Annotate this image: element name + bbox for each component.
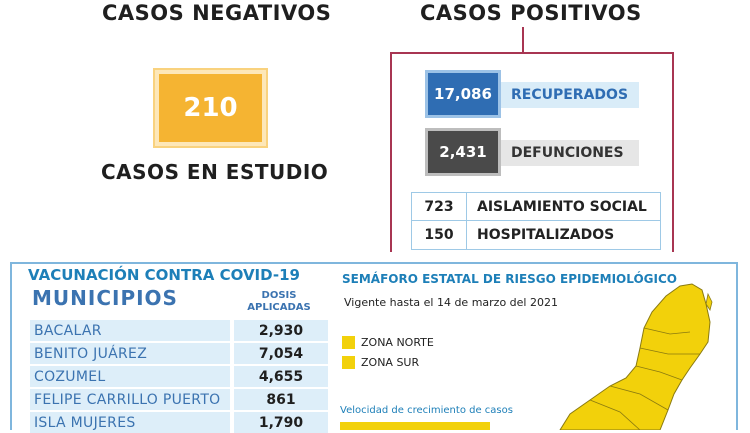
legend-label: ZONA SUR bbox=[361, 356, 420, 369]
semaforo-map bbox=[559, 283, 713, 430]
table-row: ISLA MUJERES 1,790 bbox=[30, 412, 330, 433]
velocidad-bar bbox=[340, 422, 490, 430]
positivos-panel bbox=[390, 52, 674, 252]
municipio-name: FELIPE CARRILLO PUERTO bbox=[30, 389, 230, 410]
municipios-header: MUNICIPIOS bbox=[32, 286, 178, 310]
map-municipal-borders bbox=[589, 327, 700, 430]
semaforo-title: SEMÁFORO ESTATAL DE RIESGO EPIDEMIOLÓGIC… bbox=[342, 272, 677, 286]
legend-label: ZONA NORTE bbox=[361, 336, 434, 349]
table-row: BENITO JUÁREZ 7,054 bbox=[30, 343, 330, 364]
table-row: BACALAR 2,930 bbox=[30, 320, 330, 341]
aislamiento-label: AISLAMIENTO SOCIAL bbox=[477, 198, 647, 215]
negativos-heading: CASOS NEGATIVOS bbox=[102, 1, 332, 25]
municipio-name: ISLA MUJERES bbox=[30, 412, 230, 433]
dosis-value: 1,790 bbox=[234, 412, 328, 433]
velocidad-label: Velocidad de crecimiento de casos bbox=[340, 405, 513, 416]
table-row: COZUMEL 4,655 bbox=[30, 366, 330, 387]
positivos-heading: CASOS POSITIVOS bbox=[420, 1, 642, 25]
municipio-name: COZUMEL bbox=[30, 366, 230, 387]
legend-zona-sur: ZONA SUR bbox=[342, 356, 419, 369]
estudio-value: 210 bbox=[153, 68, 268, 148]
table-row: 150 HOSPITALIZADOS bbox=[411, 221, 661, 250]
table-row: 723 AISLAMIENTO SOCIAL bbox=[411, 192, 661, 221]
dosis-header-line2: APLICADAS bbox=[247, 302, 311, 313]
defunciones-value: 2,431 bbox=[425, 128, 501, 176]
legend-zona-norte: ZONA NORTE bbox=[342, 336, 434, 349]
aislamiento-value: 723 bbox=[412, 193, 467, 220]
table-row: FELIPE CARRILLO PUERTO 861 bbox=[30, 389, 330, 410]
semaforo-vigencia: Vigente hasta el 14 de marzo del 2021 bbox=[344, 296, 558, 309]
dosis-value: 2,930 bbox=[234, 320, 328, 341]
positivos-connector bbox=[522, 27, 524, 52]
recuperados-label: RECUPERADOS bbox=[501, 82, 639, 108]
municipio-name: BENITO JUÁREZ bbox=[30, 343, 230, 364]
map-island bbox=[705, 292, 713, 311]
positivos-table: 723 AISLAMIENTO SOCIAL 150 HOSPITALIZADO… bbox=[411, 192, 661, 250]
dosis-value: 861 bbox=[234, 389, 328, 410]
dosis-header: DOSIS APLICADAS bbox=[232, 290, 326, 314]
map-state-shape bbox=[559, 283, 711, 430]
dosis-value: 7,054 bbox=[234, 343, 328, 364]
vacunacion-panel bbox=[10, 262, 738, 430]
defunciones-label: DEFUNCIONES bbox=[501, 140, 639, 166]
hospitalizados-label: HOSPITALIZADOS bbox=[477, 227, 615, 243]
dosis-value: 4,655 bbox=[234, 366, 328, 387]
legend-swatch bbox=[342, 336, 355, 349]
legend-swatch bbox=[342, 356, 355, 369]
hospitalizados-value: 150 bbox=[412, 221, 467, 249]
estudio-label: CASOS EN ESTUDIO bbox=[101, 160, 329, 184]
recuperados-value: 17,086 bbox=[425, 70, 501, 118]
dosis-header-line1: DOSIS bbox=[261, 290, 297, 301]
vacunacion-title: VACUNACIÓN CONTRA COVID-19 bbox=[28, 266, 300, 284]
municipio-name: BACALAR bbox=[30, 320, 230, 341]
